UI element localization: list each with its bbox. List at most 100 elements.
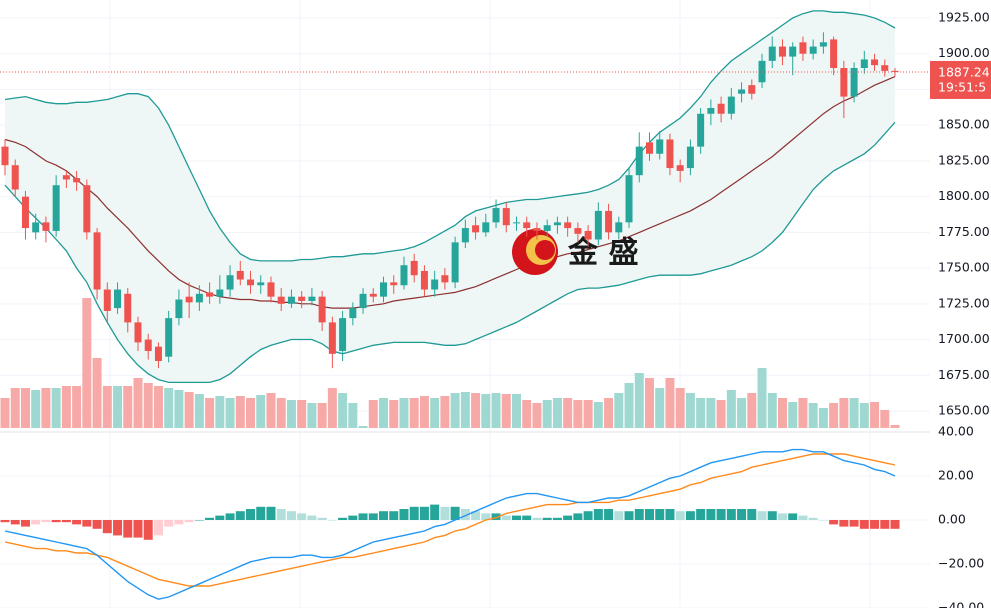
macd-hist xyxy=(460,509,470,520)
candle-body xyxy=(185,296,193,303)
macd-hist xyxy=(634,509,644,520)
volume-bar xyxy=(10,388,20,428)
volume-bar xyxy=(593,402,603,428)
macd-hist xyxy=(747,509,757,520)
macd-hist xyxy=(348,515,358,520)
candle-body xyxy=(645,142,653,154)
volume-bar xyxy=(696,398,706,428)
macd-hist xyxy=(113,520,123,536)
candle-body xyxy=(257,282,265,286)
volume-bar xyxy=(348,403,358,428)
candle-body xyxy=(461,228,469,243)
macd-hist xyxy=(205,517,215,520)
macd-hist xyxy=(644,509,654,520)
candle-body xyxy=(226,275,234,290)
candle-body xyxy=(871,59,879,66)
candle-body xyxy=(635,146,643,176)
volume-bar xyxy=(368,400,378,428)
candle-body xyxy=(472,225,480,233)
candle-body xyxy=(584,230,592,240)
y-tick-label: 1775.00 xyxy=(938,224,990,239)
volume-bar xyxy=(788,402,798,428)
volume-bar xyxy=(0,398,10,428)
volume-bar xyxy=(235,396,245,428)
y2-tick-label: −20.00 xyxy=(938,556,984,571)
macd xyxy=(0,448,900,600)
lower-band xyxy=(4,121,896,384)
y-tick-label: 1800.00 xyxy=(938,188,990,203)
candle-body xyxy=(236,270,244,280)
macd-hist xyxy=(839,520,849,527)
candle-body xyxy=(431,279,439,290)
last-time-label: 19:51:5 xyxy=(938,79,986,94)
volume-bar xyxy=(767,393,777,428)
candle-body xyxy=(359,293,367,309)
volume-bar xyxy=(471,393,481,428)
candle-body xyxy=(574,228,582,234)
candle-body xyxy=(420,270,428,290)
volume-bar xyxy=(419,396,429,428)
volume-bar xyxy=(522,400,532,428)
volume-bar xyxy=(133,378,143,428)
y2-tick-label: 0.00 xyxy=(938,512,966,527)
volume-bar xyxy=(675,388,685,428)
volume-bar xyxy=(512,394,521,428)
y-tick-label: 1675.00 xyxy=(938,367,990,382)
volume-bar xyxy=(655,388,665,428)
volume-bar xyxy=(317,403,327,428)
macd-hist xyxy=(818,520,828,521)
macd-hist xyxy=(532,517,542,520)
candle-body xyxy=(738,89,746,94)
macd-hist xyxy=(246,509,256,520)
volume-bar xyxy=(716,400,726,428)
macd-hist xyxy=(788,513,798,520)
volume-bar xyxy=(685,393,695,428)
y-tick-label: 1700.00 xyxy=(938,331,990,346)
volume-bar xyxy=(20,388,30,428)
macd-hist xyxy=(317,517,327,520)
candle-body xyxy=(369,293,377,297)
macd-hist xyxy=(880,520,890,529)
volume-bar xyxy=(757,368,767,428)
macd-hist xyxy=(133,520,143,538)
macd-hist xyxy=(174,520,184,525)
macd-hist xyxy=(307,515,317,520)
volume-bar xyxy=(481,394,491,428)
macd-hist xyxy=(399,509,409,520)
macd-hist xyxy=(41,520,51,523)
macd-hist xyxy=(757,511,767,520)
macd-hist xyxy=(604,509,614,520)
macd-hist xyxy=(573,513,583,520)
macd-hist xyxy=(481,513,491,520)
macd-hist xyxy=(726,509,736,520)
volume xyxy=(0,298,900,428)
macd-hist xyxy=(870,520,880,529)
volume-bar xyxy=(829,403,839,428)
macd-hist xyxy=(368,513,378,520)
macd-hist xyxy=(61,520,71,523)
macd-hist xyxy=(225,513,235,520)
macd-hist xyxy=(0,520,10,523)
macd-hist xyxy=(737,509,747,520)
macd-hist xyxy=(338,517,348,520)
macd-hist xyxy=(164,520,174,527)
candle-body xyxy=(124,293,132,323)
candle-body xyxy=(513,222,520,224)
volume-bar xyxy=(276,398,286,428)
macd-hist xyxy=(440,506,450,520)
volume-bar xyxy=(614,393,624,428)
volume-bar xyxy=(583,400,593,428)
candle-body xyxy=(390,282,398,286)
volume-bar xyxy=(644,378,654,428)
candle-body xyxy=(103,289,111,311)
candle-body xyxy=(11,165,19,190)
volume-bar xyxy=(246,398,256,428)
volume-bar xyxy=(82,298,92,428)
volume-bar xyxy=(358,426,368,428)
y-tick-label: 1825.00 xyxy=(938,152,990,167)
volume-bar xyxy=(31,390,41,428)
candle-body xyxy=(206,292,214,297)
y-tick-label: 1925.00 xyxy=(938,10,990,25)
volume-bar xyxy=(890,425,900,428)
candle-body xyxy=(789,46,797,57)
